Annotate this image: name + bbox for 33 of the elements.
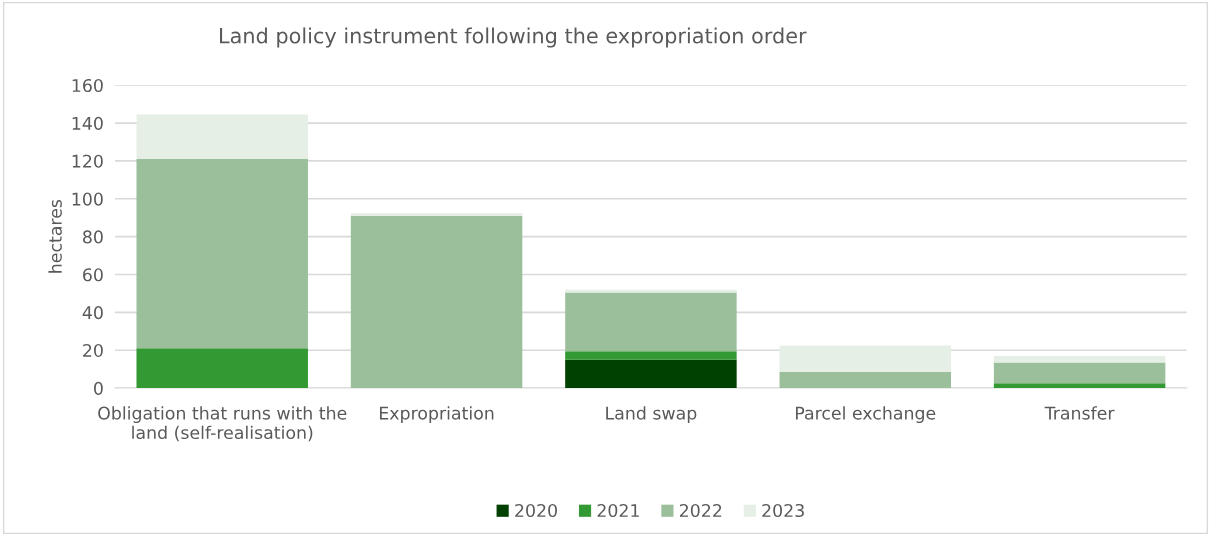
bar bbox=[136, 114, 308, 160]
y-tick-label: 80 bbox=[83, 230, 103, 244]
bar bbox=[565, 359, 737, 389]
bar bbox=[993, 362, 1166, 384]
x-tick-label: Land swap bbox=[606, 406, 697, 424]
x-tick-label: Expropriation bbox=[380, 406, 494, 424]
bar bbox=[993, 355, 1166, 363]
bar bbox=[350, 212, 523, 216]
y-axis-title: hectares bbox=[48, 199, 62, 273]
x-tick-label: Parcel exchange bbox=[796, 406, 936, 424]
bar bbox=[136, 159, 308, 349]
bar bbox=[136, 348, 308, 389]
y-tick-label: 100 bbox=[72, 192, 103, 206]
bar bbox=[779, 371, 951, 389]
y-tick-label: 160 bbox=[72, 78, 103, 93]
bar bbox=[350, 215, 523, 389]
y-tick-label: 0 bbox=[94, 381, 103, 395]
bar bbox=[565, 351, 737, 360]
y-tick-label: 40 bbox=[82, 306, 103, 320]
legend-label: 2022 bbox=[679, 503, 722, 518]
bar bbox=[993, 383, 1166, 389]
bar bbox=[565, 292, 737, 352]
chart-title: Land policy instrument following the expropriation order bbox=[220, 27, 807, 48]
x-tick-label: Obligation that runs with the land (self-realisation) bbox=[98, 406, 347, 442]
legend-label: 2020 bbox=[515, 503, 557, 518]
bar bbox=[779, 345, 951, 372]
legend-label: 2023 bbox=[762, 503, 804, 518]
legend-label: 2021 bbox=[597, 503, 639, 518]
y-tick-label: 60 bbox=[83, 268, 103, 282]
x-tick-label: Transfer bbox=[1044, 406, 1115, 420]
y-tick-label: 120 bbox=[72, 154, 103, 168]
y-tick-label: 20 bbox=[83, 343, 103, 358]
y-tick-label: 140 bbox=[72, 116, 103, 130]
